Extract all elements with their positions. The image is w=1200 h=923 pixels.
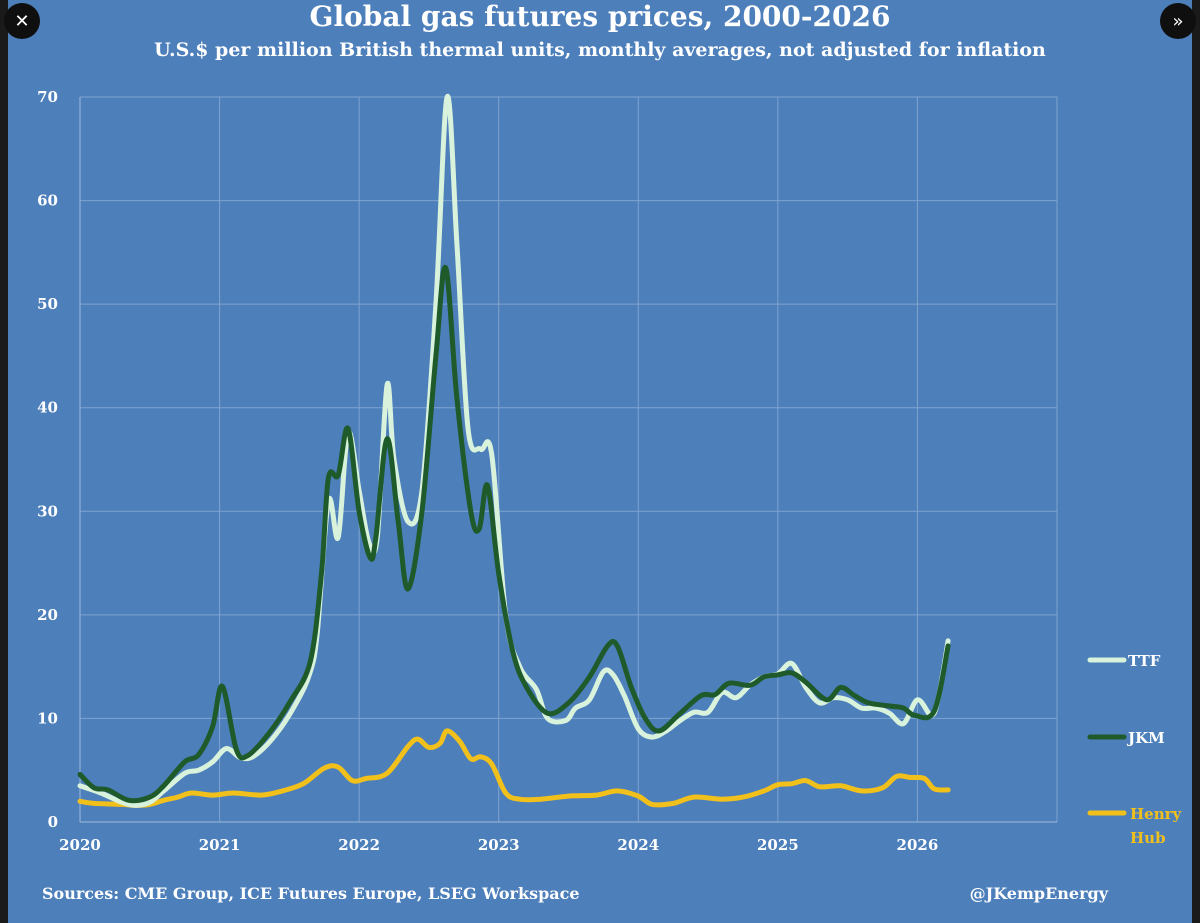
y-tick-label: 20	[37, 606, 58, 624]
x-tick-label: 2025	[757, 836, 799, 854]
y-tick-label: 60	[37, 192, 58, 210]
author-handle: @JKempEnergy	[969, 884, 1108, 903]
legend-label: TTF	[1128, 652, 1161, 670]
x-tick-label: 2020	[59, 836, 101, 854]
chart-subtitle: U.S.$ per million British thermal units,…	[154, 39, 1046, 61]
axes: 0 10 20 30 40 50 60 70 2020 2021 2022 2023 2024 2025 2…	[37, 88, 1057, 854]
x-tick-label: 2023	[478, 836, 520, 854]
series-line-ttf	[77, 93, 951, 808]
double-chevron-right-icon: »	[1172, 10, 1184, 32]
series-lines	[77, 93, 951, 808]
y-tick-label: 50	[37, 295, 58, 313]
x-tick-label: 2021	[199, 836, 241, 854]
legend-label: Hub	[1130, 829, 1166, 847]
x-tick-label: 2024	[617, 836, 659, 854]
legend-label: Henry	[1130, 805, 1183, 823]
expand-button[interactable]: »	[1160, 3, 1196, 39]
x-tick-label: 2022	[338, 836, 380, 854]
series-line-henry-hub	[77, 728, 951, 808]
legend: TTF JKM Henry Hub	[1087, 652, 1183, 847]
close-button[interactable]: ✕	[4, 3, 40, 39]
y-tick-label: 40	[37, 399, 58, 417]
series-line-jkm	[77, 264, 951, 804]
y-tick-label: 0	[48, 813, 58, 831]
chart-title: Global gas futures prices, 2000-2026	[309, 0, 891, 33]
y-tick-label: 70	[37, 88, 58, 106]
x-tick-label: 2026	[897, 836, 939, 854]
y-tick-label: 10	[37, 709, 58, 727]
legend-label: JKM	[1126, 729, 1165, 747]
close-icon: ✕	[14, 10, 30, 32]
y-tick-label: 30	[37, 502, 58, 520]
source-note: Sources: CME Group, ICE Futures Europe, …	[42, 884, 580, 903]
